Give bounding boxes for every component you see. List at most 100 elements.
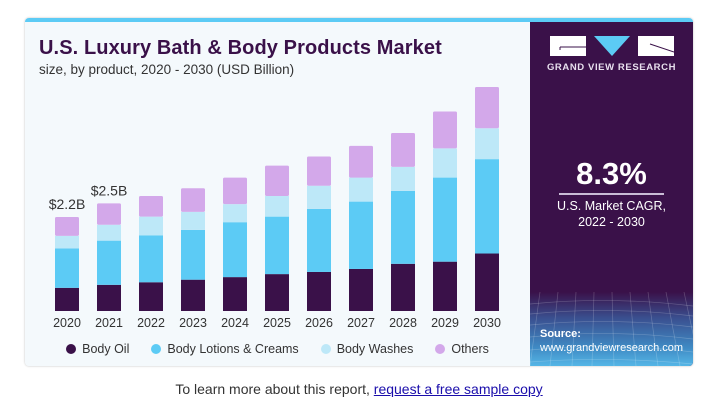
legend-label: Others <box>451 342 489 356</box>
source-label: Source: <box>540 328 581 340</box>
bar-stack-2025 <box>265 165 289 311</box>
total-label-2020: $2.2B <box>49 196 86 212</box>
footer-text: To learn more about this report, <box>175 381 370 397</box>
bar-body-lotions-creams-2022 <box>139 235 163 283</box>
source-url: www.grandviewresearch.com <box>540 342 684 354</box>
bar-stack-2023 <box>181 188 205 311</box>
cagr-label-line1: U.S. Market CAGR, <box>556 199 667 213</box>
bar-body-washes-2025 <box>265 196 289 217</box>
x-tick-label: 2022 <box>137 316 165 330</box>
bar-body-oil-2020 <box>55 287 79 311</box>
legend-dot-icon <box>435 344 446 354</box>
legend-dot-icon <box>320 344 331 354</box>
request-sample-link[interactable]: request a free sample copy <box>373 381 543 397</box>
bar-body-washes-2024 <box>223 204 247 223</box>
bar-body-oil-2023 <box>181 279 205 311</box>
footer: To learn more about this report, request… <box>0 381 718 397</box>
legend-item-others: Others <box>435 342 489 356</box>
top-accent-stripe <box>25 18 693 22</box>
x-tick-label: 2025 <box>263 316 291 330</box>
x-tick-label: 2029 <box>431 316 459 330</box>
bar-body-lotions-creams-2029 <box>433 177 457 262</box>
bar-body-oil-2024 <box>223 277 247 311</box>
stacked-bar-chart: 2020 2021 2022 2023 2024 2025 2026 2027 2028 2029… <box>49 87 501 330</box>
legend-label: Body Lotions & Creams <box>167 342 299 356</box>
chart-subtitle: size, by product, 2020 - 2030 (USD Billi… <box>39 62 295 77</box>
bar-others-2027 <box>349 145 373 178</box>
brand-name: GRAND VIEW RESEARCH <box>546 62 677 73</box>
bar-others-2028 <box>391 132 415 167</box>
chart-panel: U.S. Luxury Bath & Body Products Market … <box>25 22 530 366</box>
x-tick-label: 2024 <box>221 316 249 330</box>
bar-others-2022 <box>139 196 163 217</box>
bar-stack-2021 <box>97 203 121 311</box>
x-tick-label: 2021 <box>95 316 123 330</box>
bar-others-2023 <box>181 188 205 212</box>
x-tick-label: 2023 <box>179 316 207 330</box>
bar-body-lotions-creams-2023 <box>181 229 205 280</box>
chart-legend: Body Oil Body Lotions & Creams Body Washes… <box>25 342 530 356</box>
bar-others-2026 <box>307 156 331 186</box>
bar-stack-2027 <box>349 145 373 311</box>
bar-body-lotions-creams-2025 <box>265 216 289 275</box>
bar-body-lotions-creams-2021 <box>97 240 121 285</box>
legend-item-body-oil: Body Oil <box>66 342 129 356</box>
legend-label: Body Oil <box>82 342 130 356</box>
bar-body-lotions-creams-2024 <box>223 222 247 278</box>
bar-body-washes-2028 <box>391 166 415 191</box>
infographic-card: U.S. Luxury Bath & Body Products Market … <box>25 18 693 366</box>
grand-view-research-logo-icon <box>550 36 674 56</box>
bar-body-oil-2021 <box>97 284 121 311</box>
cagr-label: U.S. Market CAGR, 2022 - 2030 <box>530 198 693 230</box>
legend-label: Body Washes <box>336 342 414 356</box>
bar-stack-2029 <box>433 111 457 311</box>
bar-body-lotions-creams-2027 <box>349 201 373 269</box>
bar-body-lotions-creams-2030 <box>475 159 499 254</box>
x-tick-label: 2030 <box>473 316 501 330</box>
total-label-2021: $2.5B <box>91 182 128 198</box>
cagr-divider <box>559 193 664 195</box>
legend-item-body-washes: Body Washes <box>320 342 414 356</box>
bar-body-lotions-creams-2028 <box>391 190 415 264</box>
bar-others-2024 <box>223 177 247 205</box>
cagr-label-line2: 2022 - 2030 <box>578 215 645 229</box>
bar-others-2025 <box>265 165 289 197</box>
bar-stack-2020 <box>55 217 79 311</box>
bar-body-oil-2026 <box>307 271 331 311</box>
side-panel: GRAND VIEW RESEARCH 8.3% U.S. Market CAG… <box>530 22 693 366</box>
bar-body-washes-2029 <box>433 148 457 178</box>
legend-dot-icon <box>66 344 77 354</box>
bar-stack-2028 <box>391 132 415 311</box>
bar-body-lotions-creams-2020 <box>55 248 79 288</box>
legend-dot-icon <box>151 344 162 354</box>
bar-body-oil-2028 <box>391 263 415 311</box>
bar-body-oil-2029 <box>433 261 457 311</box>
bar-others-2020 <box>55 217 79 236</box>
bar-body-oil-2022 <box>139 282 163 311</box>
bar-body-washes-2023 <box>181 211 205 230</box>
bar-others-2021 <box>97 203 121 225</box>
bar-stack-2022 <box>139 196 163 311</box>
bar-body-washes-2027 <box>349 177 373 202</box>
x-tick-label: 2026 <box>305 316 333 330</box>
bar-others-2029 <box>433 111 457 149</box>
bar-body-washes-2026 <box>307 185 331 209</box>
bar-stack-2026 <box>307 156 331 311</box>
bar-body-oil-2027 <box>349 268 373 311</box>
x-tick-label: 2028 <box>389 316 417 330</box>
x-tick-label: 2027 <box>347 316 375 330</box>
bar-body-washes-2030 <box>475 128 499 160</box>
bar-body-oil-2030 <box>475 253 499 311</box>
chart-title: U.S. Luxury Bath & Body Products Market <box>39 37 442 59</box>
bar-body-washes-2022 <box>139 216 163 236</box>
bar-body-oil-2025 <box>265 274 289 311</box>
bar-body-lotions-creams-2026 <box>307 208 331 272</box>
grid-pattern-icon <box>530 291 693 366</box>
cagr-value: 8.3% <box>576 156 647 191</box>
bar-stack-2024 <box>223 177 247 311</box>
legend-item-body-lotions-creams: Body Lotions & Creams <box>151 342 299 356</box>
x-tick-label: 2020 <box>53 316 81 330</box>
bar-body-washes-2020 <box>55 235 79 249</box>
bar-others-2030 <box>475 87 499 129</box>
wireframe-grid-background <box>530 291 693 366</box>
